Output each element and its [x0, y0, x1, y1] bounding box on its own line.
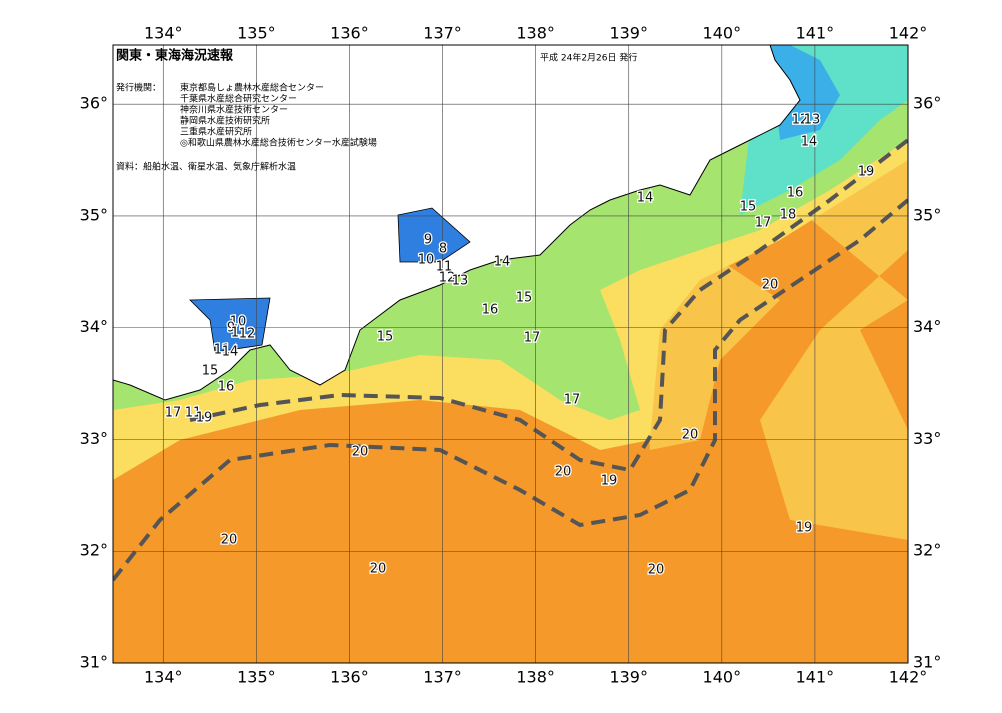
sea-temperature-map — [113, 45, 908, 663]
issuer: 神奈川県水産技術センター — [180, 104, 288, 116]
lat-label-right: 32° — [913, 541, 941, 560]
map-frame — [112, 44, 909, 664]
lon-label-top: 137° — [423, 24, 462, 43]
contour-label: 12 — [792, 113, 809, 128]
issue-date: 平成 24年2月26日 発行 — [540, 52, 637, 64]
contour-label: 20 — [221, 533, 238, 548]
contour-label: 19 — [601, 474, 618, 489]
lat-label-right: 35° — [913, 205, 941, 224]
lon-label-top: 138° — [516, 24, 555, 43]
lon-label-bottom: 139° — [609, 668, 648, 687]
lat-label-left: 31° — [80, 653, 108, 672]
contour-label: 20 — [682, 428, 699, 443]
lon-label-top: 141° — [796, 24, 835, 43]
issuer: ◎和歌山県農林水産総合技術センター水産試験場 — [180, 137, 377, 149]
issuer-label: 発行機関： — [116, 82, 161, 94]
lon-label-bottom: 138° — [516, 668, 555, 687]
contour-label: 12 — [239, 327, 256, 342]
bay — [189, 207, 471, 353]
contour-label: 20 — [648, 563, 665, 578]
contour-label: 18 — [780, 208, 797, 223]
contour-label: 10 — [418, 253, 435, 268]
contour-label: 11 — [231, 326, 248, 341]
contour-label: 14 — [801, 135, 818, 150]
lat-label-left: 35° — [80, 205, 108, 224]
lon-label-bottom: 134° — [144, 668, 183, 687]
lat-label-right: 34° — [913, 317, 941, 336]
contour-label: 20 — [762, 278, 779, 293]
lat-label-right: 36° — [913, 94, 941, 113]
lat-label-left: 32° — [80, 541, 108, 560]
lon-label-bottom: 137° — [423, 668, 462, 687]
issuer: 三重県水産研究所 — [180, 126, 252, 138]
issuer: 東京都島しょ農林水産総合センター — [180, 82, 324, 94]
contour-label: 15 — [516, 291, 533, 306]
contour-label: 13 — [452, 274, 469, 289]
lon-label-top: 140° — [703, 24, 742, 43]
lon-label-bottom: 136° — [330, 668, 369, 687]
contour-label: 17 — [564, 393, 581, 408]
contour-label: 10 — [230, 315, 247, 330]
lon-label-bottom: 135° — [237, 668, 276, 687]
issuer: 千葉県水産総合研究センター — [180, 93, 297, 105]
contour-label: 15 — [377, 330, 394, 345]
lon-label-bottom: 140° — [703, 668, 742, 687]
contour-label: 19 — [196, 411, 213, 426]
contour-label: 16 — [787, 186, 804, 201]
land — [113, 45, 801, 401]
title: 関東・東海海況速報 — [116, 48, 234, 64]
contour-label: 19 — [796, 521, 813, 536]
contour-label: 15 — [740, 200, 757, 215]
contour-label: 17 — [165, 406, 182, 421]
lat-label-right: 33° — [913, 429, 941, 448]
contour-label: 20 — [555, 465, 572, 480]
contour-label: 13 — [804, 113, 821, 128]
kuroshio-edge-south — [113, 198, 908, 582]
contour-label: 15 — [202, 364, 219, 379]
contour-label: 9 — [227, 321, 235, 336]
contour-label: 11 — [214, 343, 231, 358]
graticule — [113, 45, 908, 663]
lon-label-top: 139° — [609, 24, 648, 43]
contour-label: 20 — [352, 445, 369, 460]
lat-label-left: 33° — [80, 429, 108, 448]
lat-label-right: 31° — [913, 653, 941, 672]
data-source: 資料：船舶水温、衛星水温、気象庁解析水温 — [116, 161, 296, 173]
issuer: 静岡県水産技術研究所 — [180, 115, 270, 127]
contour-label: 14 — [637, 191, 654, 206]
contour-label: 12 — [439, 271, 456, 286]
contour-label: 11 — [436, 260, 453, 275]
lat-label-left: 34° — [80, 317, 108, 336]
lon-label-bottom: 141° — [796, 668, 835, 687]
contour-label: 14 — [494, 255, 511, 270]
kuroshio-edge-north — [189, 138, 908, 473]
contour-label: 11 — [185, 406, 202, 421]
lon-label-top: 134° — [144, 24, 183, 43]
lon-label-top: 135° — [237, 24, 276, 43]
contour-label: 16 — [482, 303, 499, 318]
lon-label-bottom: 142° — [889, 668, 928, 687]
lon-label-top: 142° — [889, 24, 928, 43]
contour-label: 14 — [222, 345, 239, 360]
contour-label: 19 — [858, 165, 875, 180]
contour-label: 8 — [439, 242, 447, 257]
contour-label: 20 — [370, 562, 387, 577]
contour-label: 9 — [424, 233, 432, 248]
contour-label: 16 — [218, 380, 235, 395]
lon-label-top: 136° — [330, 24, 369, 43]
contour-label: 17 — [524, 331, 541, 346]
contour-label: 17 — [755, 216, 772, 231]
lat-label-left: 36° — [80, 94, 108, 113]
